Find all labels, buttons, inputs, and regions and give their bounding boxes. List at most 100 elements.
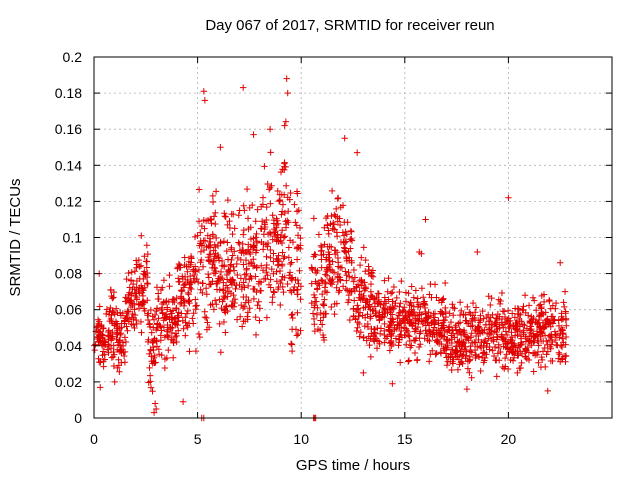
- data-point: [161, 277, 167, 283]
- data-point: [253, 218, 259, 224]
- data-point: [311, 215, 317, 221]
- data-point: [256, 299, 262, 305]
- data-point: [224, 239, 230, 245]
- data-point: [275, 262, 281, 268]
- data-point: [283, 183, 289, 189]
- data-point: [470, 300, 476, 306]
- data-point: [269, 294, 275, 300]
- data-point: [125, 270, 131, 276]
- data-point: [357, 262, 363, 268]
- data-point: [199, 280, 205, 286]
- data-point: [267, 149, 273, 155]
- data-point: [256, 317, 262, 323]
- data-point: [198, 249, 204, 255]
- data-point: [202, 97, 208, 103]
- data-point: [155, 290, 161, 296]
- data-point: [282, 233, 288, 239]
- y-axis-label: SRMTID / TECUs: [7, 178, 24, 296]
- data-point: [442, 305, 448, 311]
- y-tick-label: 0.16: [55, 121, 82, 137]
- data-point: [239, 323, 245, 329]
- data-point: [114, 331, 120, 337]
- data-point: [115, 357, 121, 363]
- data-point: [442, 280, 448, 286]
- data-point: [494, 373, 500, 379]
- data-point: [422, 216, 428, 222]
- data-point: [166, 283, 172, 289]
- data-point: [97, 303, 103, 309]
- data-point: [342, 268, 348, 274]
- data-point: [225, 256, 231, 262]
- data-point: [205, 271, 211, 277]
- data-point: [288, 341, 294, 347]
- data-point: [234, 261, 240, 267]
- data-point: [217, 287, 223, 293]
- data-point: [356, 333, 362, 339]
- data-point: [483, 322, 489, 328]
- data-point: [237, 314, 243, 320]
- data-point: [144, 242, 150, 248]
- data-point: [426, 358, 432, 364]
- data-point: [165, 347, 171, 353]
- data-point: [360, 370, 366, 376]
- data-point: [411, 294, 417, 300]
- scatter-chart: Day 067 of 2017, SRMTID for receiver reu…: [0, 0, 640, 480]
- data-point: [149, 388, 155, 394]
- axis-ticks: 00.020.040.060.080.10.120.140.160.180.20…: [55, 49, 612, 447]
- data-point: [230, 211, 236, 217]
- x-axis-label: GPS time / hours: [296, 457, 410, 474]
- data-point: [464, 386, 470, 392]
- data-point: [246, 305, 252, 311]
- data-point: [170, 355, 176, 361]
- data-point: [196, 186, 202, 192]
- data-point: [258, 288, 264, 294]
- data-point: [329, 188, 335, 194]
- data-point: [368, 354, 374, 360]
- data-point: [232, 286, 238, 292]
- data-point: [391, 284, 397, 290]
- y-tick-label: 0.08: [55, 266, 82, 282]
- data-point: [540, 348, 546, 354]
- data-point: [535, 349, 541, 355]
- data-point: [245, 309, 251, 315]
- data-point: [223, 214, 229, 220]
- data-point: [413, 287, 419, 293]
- data-point: [251, 296, 257, 302]
- data-point: [92, 347, 98, 353]
- data-point: [234, 272, 240, 278]
- data-point: [312, 294, 318, 300]
- data-point: [237, 241, 243, 247]
- data-point: [545, 388, 551, 394]
- data-point: [210, 199, 216, 205]
- data-point: [328, 304, 334, 310]
- y-tick-label: 0: [74, 410, 82, 426]
- data-point: [176, 279, 182, 285]
- data-point: [343, 277, 349, 283]
- data-point: [162, 365, 168, 371]
- data-point: [241, 227, 247, 233]
- data-point: [212, 210, 218, 216]
- data-point: [245, 283, 251, 289]
- data-point: [444, 362, 450, 368]
- data-point: [340, 229, 346, 235]
- data-point: [387, 347, 393, 353]
- data-point: [193, 348, 199, 354]
- data-point: [289, 341, 295, 347]
- data-point: [182, 332, 188, 338]
- data-point: [412, 350, 418, 356]
- data-point: [310, 310, 316, 316]
- data-point: [335, 195, 341, 201]
- data-point: [473, 304, 479, 310]
- data-point: [562, 288, 568, 294]
- data-point: [294, 256, 300, 262]
- data-point: [344, 219, 350, 225]
- data-point: [267, 200, 273, 206]
- data-point: [389, 289, 395, 295]
- data-point: [331, 311, 337, 317]
- data-point: [278, 211, 284, 217]
- data-point: [353, 328, 359, 334]
- data-point: [311, 292, 317, 298]
- data-point: [213, 188, 219, 194]
- data-point: [439, 296, 445, 302]
- data-point: [280, 255, 286, 261]
